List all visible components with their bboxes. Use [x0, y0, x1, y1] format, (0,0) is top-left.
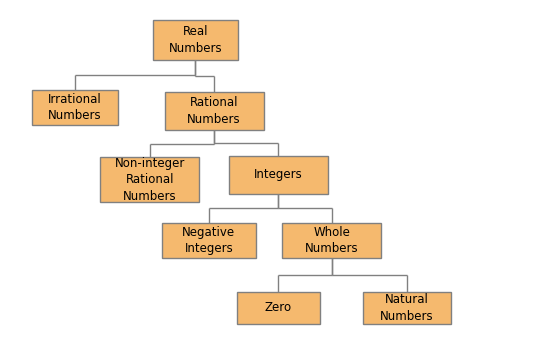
Text: Natural
Numbers: Natural Numbers	[380, 293, 434, 323]
FancyBboxPatch shape	[32, 90, 118, 125]
Text: Whole
Numbers: Whole Numbers	[305, 226, 359, 255]
Text: Negative
Integers: Negative Integers	[182, 226, 235, 255]
FancyBboxPatch shape	[152, 20, 238, 60]
Text: Zero: Zero	[265, 301, 292, 315]
Text: Integers: Integers	[254, 168, 302, 181]
FancyBboxPatch shape	[100, 157, 199, 203]
Text: Rational
Numbers: Rational Numbers	[187, 96, 241, 126]
FancyBboxPatch shape	[162, 223, 256, 258]
Text: Real
Numbers: Real Numbers	[169, 25, 222, 55]
FancyBboxPatch shape	[363, 292, 451, 324]
FancyBboxPatch shape	[237, 292, 320, 324]
Text: Non-integer
Rational
Numbers: Non-integer Rational Numbers	[115, 157, 185, 203]
FancyBboxPatch shape	[165, 92, 264, 130]
Text: Irrational
Numbers: Irrational Numbers	[48, 92, 102, 122]
FancyBboxPatch shape	[229, 156, 328, 194]
FancyBboxPatch shape	[282, 223, 381, 258]
